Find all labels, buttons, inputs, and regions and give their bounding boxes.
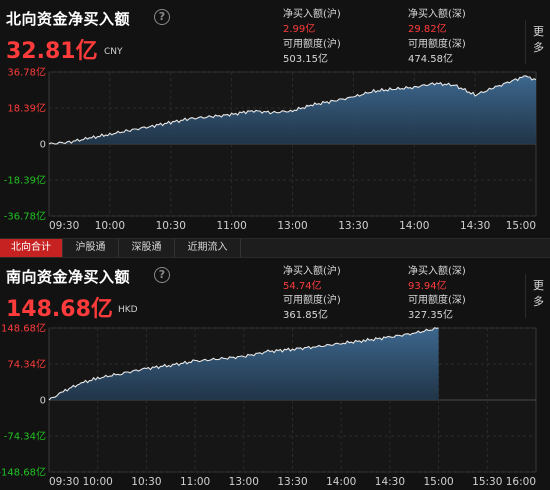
south-title: 南向资金净买入额 [6,268,131,286]
north-stat-label-sz-quota: 可用额度(深) [408,39,466,50]
south-area [49,327,439,400]
north-net-value: 32.81亿 [6,39,98,64]
south-stat-label-sz-net: 净买入额(深) [408,266,466,277]
north-title: 北向资金净买入额 [6,10,131,28]
south-stat-value-sh-quota: 361.85亿 [283,310,328,321]
north-y-tick-label: 0 [40,140,46,151]
north-x-tick-label: 14:00 [399,220,429,232]
tab-recent-inflow[interactable]: 近期流入 [175,239,241,257]
south-stat-label-sh-quota: 可用额度(沪) [283,295,341,306]
south-stat-value-sz-net: 93.94亿 [408,281,447,292]
south-series-line [48,327,439,401]
south-x-tick-label: 13:30 [277,476,307,488]
north-panel: 北向资金净买入额 ? 32.81亿 CNY 净买入额(沪) 2.99亿 可用额度… [0,0,550,238]
tab-bar: 北向合计 沪股通 深股通 近期流入 [0,238,550,258]
south-stat-label-sh-net: 净买入额(沪) [283,266,341,277]
north-x-tick-label: 10:00 [95,220,125,232]
south-y-tick-label: -148.68亿 [0,466,46,479]
south-unit: HKD [118,305,138,315]
north-unit: CNY [104,47,123,57]
north-stat-value-sh-quota: 503.15亿 [283,54,328,65]
north-y-tick-label: 18.39亿 [7,102,46,115]
south-y-tick-label: 74.34亿 [7,358,46,371]
north-y-tick-label: 36.78亿 [7,66,46,79]
north-stat-label-sh-net: 净买入额(沪) [283,9,341,20]
north-stat-value-sh-net: 2.99亿 [283,24,316,35]
south-x-tick-label: 15:30 [472,476,502,488]
north-x-tick-label: 14:30 [460,220,490,232]
north-help-icon[interactable]: ? [154,9,170,25]
south-y-tick-label: 148.68亿 [1,322,46,335]
north-x-tick-label: 10:30 [156,220,186,232]
south-y-tick-label: 0 [40,396,46,407]
south-panel: 南向资金净买入额 ? 148.68亿 HKD 净买入额(沪) 54.74亿 可用… [0,258,550,490]
tab-north-total[interactable]: 北向合计 [0,239,63,257]
north-series-line [48,75,537,145]
north-x-tick-label: 13:00 [277,220,307,232]
south-x-tick-label: 11:00 [180,476,210,488]
south-x-tick-label: 09:30 [49,476,79,488]
south-x-tick-label: 13:00 [229,476,259,488]
north-stat-value-sz-net: 29.82亿 [408,24,447,35]
south-help-icon[interactable]: ? [154,267,170,283]
south-x-tick-label: 14:30 [375,476,405,488]
south-stat-value-sh-net: 54.74亿 [283,281,322,292]
south-more-label: 更多 [533,279,544,308]
north-x-tick-label: 11:00 [216,220,246,232]
north-x-tick-label: 13:30 [338,220,368,232]
south-y-tick-label: -74.34亿 [4,430,46,443]
south-x-tick-label: 10:00 [83,476,113,488]
north-stat-label-sz-net: 净买入额(深) [408,9,466,20]
south-x-tick-label: 10:30 [131,476,161,488]
south-more-button[interactable]: 更多 [525,274,550,318]
south-stat-label-sz-quota: 可用额度(深) [408,295,466,306]
south-net-value: 148.68亿 [6,297,113,322]
tab-sh-connect[interactable]: 沪股通 [63,239,119,257]
north-stat-value-sz-quota: 474.58亿 [408,54,453,65]
south-x-tick-label: 15:00 [423,476,453,488]
south-x-tick-label: 16:00 [506,476,536,488]
north-y-tick-label: -36.78亿 [4,210,46,223]
north-more-button[interactable]: 更多 [525,20,550,64]
north-more-label: 更多 [533,25,544,54]
north-y-tick-label: -18.39亿 [4,174,46,187]
north-stat-label-sh-quota: 可用额度(沪) [283,39,341,50]
north-area [49,75,536,145]
south-stat-value-sz-quota: 327.35亿 [408,310,453,321]
north-x-tick-label: 15:00 [506,220,536,232]
north-x-tick-label: 09:30 [49,220,79,232]
south-x-tick-label: 14:00 [326,476,356,488]
tab-sz-connect[interactable]: 深股通 [119,239,175,257]
